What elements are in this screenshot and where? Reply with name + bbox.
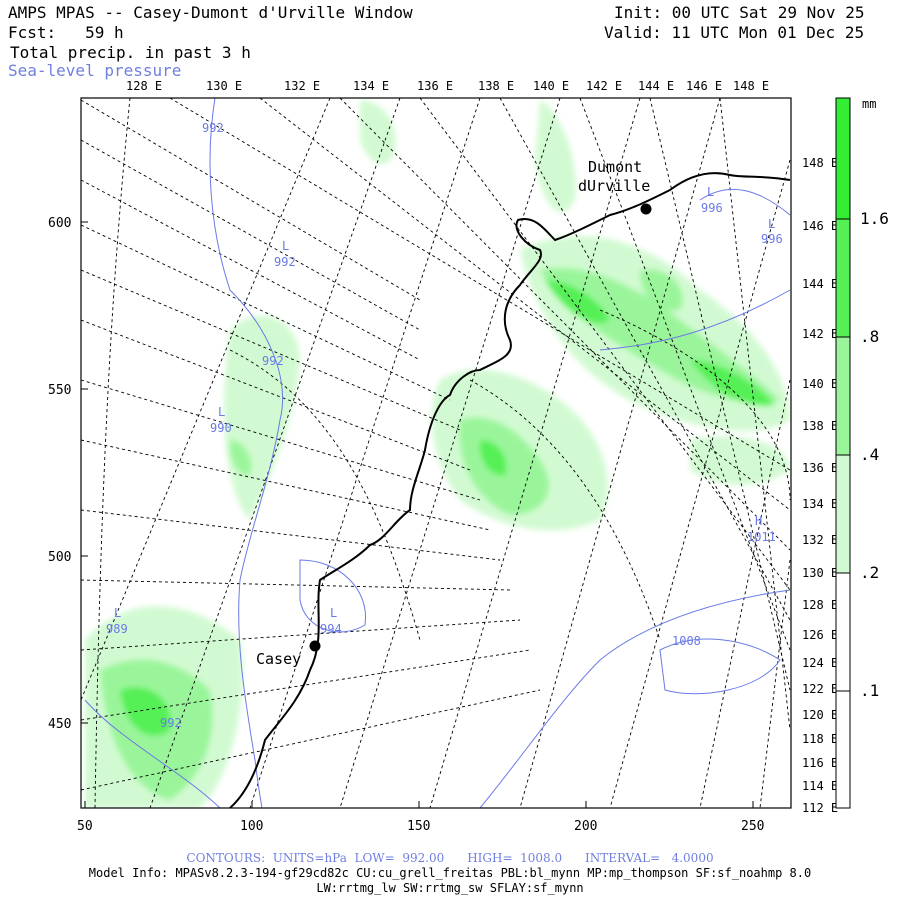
x-tick-label: 50 [77, 819, 93, 834]
casey-label: Casey [256, 650, 301, 668]
lon-label: 134 E [802, 497, 838, 511]
left-axis: 600 550 500 450 [48, 216, 88, 732]
lon-label: 132 E [802, 533, 838, 547]
lon-label: 128 E [802, 598, 838, 612]
lon-label: 130 E [802, 566, 838, 580]
pressure-label: 1008 [672, 634, 701, 648]
pressure-label: L [114, 606, 121, 620]
colorbar-bin [836, 219, 850, 337]
pressure-label: L [218, 405, 225, 419]
pressure-label: 1011 [747, 530, 776, 544]
casey-station-marker [309, 640, 321, 652]
y-tick-label: 600 [48, 216, 71, 231]
lon-label: 140 E [802, 377, 838, 391]
colorbar-unit: mm [862, 97, 876, 111]
lon-label: 138 E [802, 419, 838, 433]
top-longitude-axis: 128 E 130 E 132 E 134 E 136 E 138 E 140 … [126, 79, 769, 93]
colorbar-label: .2 [860, 563, 879, 582]
lon-label: 122 E [802, 682, 838, 696]
colorbar: mm 1.6 .8 .4 .2 .1 [835, 97, 889, 809]
lon-label: 124 E [802, 656, 838, 670]
model-info: Model Info: MPASv8.2.3-194-gf29cd82c CU:… [88, 866, 812, 880]
right-longitude-axis: 148 E 146 E 144 E 142 E 140 E 138 E 136 … [802, 156, 838, 815]
pressure-label: L [282, 239, 289, 253]
lon-label: 142 E [586, 79, 622, 93]
y-tick-label: 450 [48, 717, 71, 732]
map-border [80, 97, 792, 809]
pressure-label: 994 [320, 622, 342, 636]
lon-label: 140 E [533, 79, 569, 93]
lon-label: 146 E [802, 219, 838, 233]
lon-label: 146 E [686, 79, 722, 93]
lon-label: 148 E [733, 79, 769, 93]
pressure-label: 992 [160, 716, 182, 730]
pressure-label: H [755, 514, 762, 528]
colorbar-label: .1 [860, 681, 879, 700]
colorbar-bin [836, 455, 850, 573]
lat-lon-grid [81, 98, 791, 808]
pressure-label: 992 [274, 255, 296, 269]
pressure-label: L [330, 606, 337, 620]
lon-label: 144 E [802, 277, 838, 291]
lon-label: 148 E [802, 156, 838, 170]
fcst-value: 59 h [85, 23, 124, 42]
precip-shading [85, 100, 790, 808]
lon-label: 128 E [126, 79, 162, 93]
lon-label: 132 E [284, 79, 320, 93]
y-tick-label: 500 [48, 550, 71, 565]
lon-label: 112 E [802, 801, 838, 815]
pressure-label: 992 [202, 121, 224, 135]
x-tick-label: 150 [407, 819, 430, 834]
colorbar-label: 1.6 [860, 209, 889, 228]
fcst-label: Fcst: [8, 23, 57, 42]
colorbar-label: .8 [860, 327, 879, 346]
field-name: Total precip. in past 3 h [10, 43, 251, 62]
model-physics: LW:rrtmg_lw SW:rrtmg_sw SFLAY:sf_mynn [316, 881, 584, 895]
valid-time: Valid: 11 UTC Mon 01 Dec 25 [604, 23, 865, 42]
coastline [229, 172, 791, 808]
colorbar-bin-empty [836, 691, 850, 808]
pressure-label: 992 [262, 354, 284, 368]
lon-label: 142 E [802, 327, 838, 341]
contour-info: CONTOURS: UNITS=hPa LOW= 992.00 HIGH= 10… [186, 851, 714, 865]
lon-label: 138 E [478, 79, 514, 93]
lon-label: 136 E [802, 461, 838, 475]
bottom-axis: 50 100 150 200 250 [77, 801, 764, 834]
lon-label: 120 E [802, 708, 838, 722]
colorbar-bin [836, 98, 850, 219]
pressure-label: L [707, 185, 714, 199]
colorbar-label: .4 [860, 445, 879, 464]
pressure-label: 996 [761, 232, 783, 246]
lon-label: 144 E [638, 79, 674, 93]
dumont-station-marker [640, 203, 652, 215]
colorbar-bin [836, 337, 850, 455]
lon-label: 116 E [802, 756, 838, 770]
pressure-label: 989 [106, 622, 128, 636]
y-tick-label: 550 [48, 383, 71, 398]
init-time: Init: 00 UTC Sat 29 Nov 25 [614, 3, 865, 22]
forecast-hour: Fcst: 59 h [8, 24, 124, 42]
lon-label: 130 E [206, 79, 242, 93]
x-tick-label: 100 [240, 819, 263, 834]
x-tick-label: 200 [574, 819, 597, 834]
dumont-label: Dumont dUrville [578, 158, 650, 195]
pressure-label: 996 [701, 201, 723, 215]
lon-label: 114 E [802, 779, 838, 793]
lon-label: 118 E [802, 732, 838, 746]
overlay-name: Sea-level pressure [8, 61, 182, 80]
map-title: AMPS MPAS -- Casey-Dumont d'Urville Wind… [8, 3, 413, 22]
pressure-label-group: 992 L 992 992 L 990 L 996 L 996 H 1011 L… [106, 121, 783, 730]
pressure-contours [84, 98, 791, 808]
lon-label: 134 E [353, 79, 389, 93]
pressure-label: L [768, 217, 775, 231]
lon-label: 136 E [417, 79, 453, 93]
pressure-label: 990 [210, 421, 232, 435]
colorbar-bin [836, 573, 850, 691]
lon-label: 126 E [802, 628, 838, 642]
x-tick-label: 250 [741, 819, 764, 834]
